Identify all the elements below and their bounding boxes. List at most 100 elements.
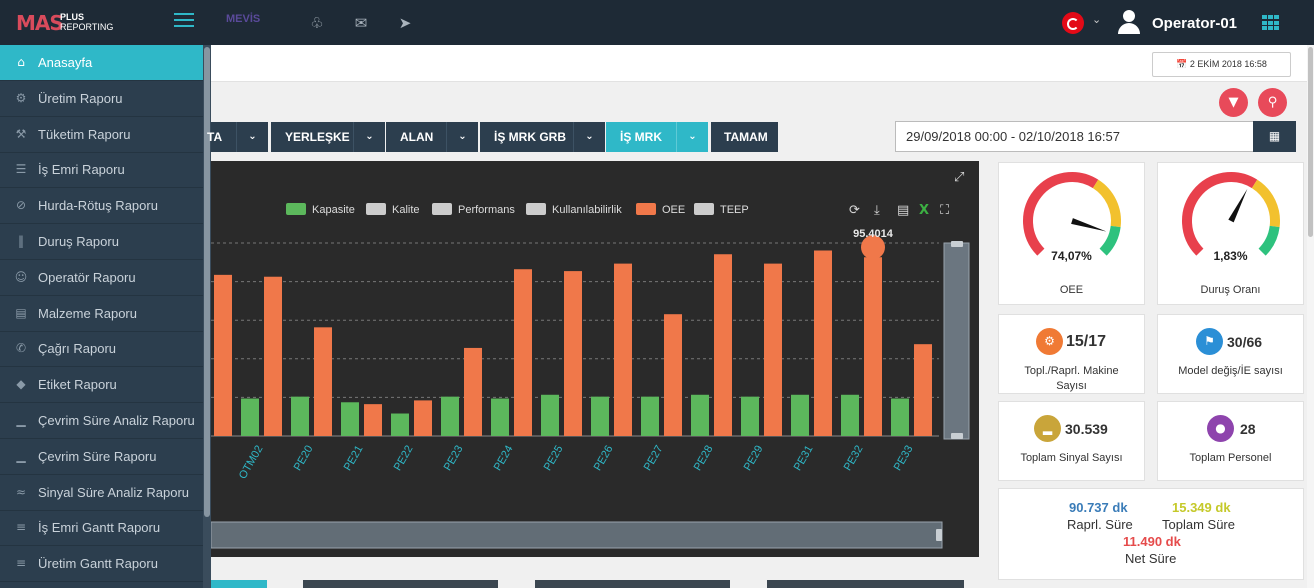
sidebar-item[interactable]: ‖ Duruş Raporu — [0, 224, 203, 260]
chevron-down-icon[interactable]: ⌄ — [446, 122, 478, 152]
list-icon: ☰ — [15, 162, 27, 177]
chevron-down-icon[interactable]: ⌄ — [353, 122, 385, 152]
legend-label: Kalite — [392, 204, 420, 216]
sidebar-item-label: Üretim Gantt Raporu — [38, 556, 158, 572]
thumbs-down-button[interactable]: ▼ — [1219, 88, 1248, 117]
filter-ta[interactable]: TA ⌄ — [207, 122, 268, 152]
sidebar-item-label: Sinyal Süre Analiz Raporu — [38, 484, 190, 500]
bar-oee — [464, 347, 482, 436]
bars-icon: ≡ — [15, 520, 27, 535]
app-logo[interactable]: MAS PLUS REPORTING — [16, 11, 126, 35]
bar-kapasite — [841, 394, 859, 436]
x-tick-label: PE24 — [492, 444, 516, 473]
chevron-down-icon[interactable]: ⌄ — [236, 122, 268, 152]
fullscreen-icon[interactable]: ⛶ — [940, 203, 950, 218]
bottom-tab-2[interactable] — [303, 580, 498, 588]
sidebar-item[interactable]: ⚒ Tüketim Raporu — [0, 117, 203, 153]
download-icon[interactable]: ⤓ — [874, 203, 880, 218]
expand-icon[interactable]: ⤢ — [954, 170, 965, 185]
bar-oee — [814, 250, 832, 436]
language-flag-icon[interactable] — [1062, 12, 1084, 34]
sidebar-item[interactable]: ⌂ Anasayfa — [0, 45, 203, 81]
signal-icon: ▂ — [1034, 415, 1061, 442]
slider-handle-bottom — [951, 433, 963, 439]
username[interactable]: Operator-01 — [1152, 15, 1238, 32]
bar-oee — [314, 327, 332, 436]
gauge-arc — [1023, 172, 1099, 256]
sidebar-item-label: Üretim Raporu — [38, 90, 123, 106]
filter-is-mrk-grb[interactable]: İŞ MRK GRB ⌄ — [480, 122, 605, 152]
gauge-arc — [1099, 225, 1121, 256]
legend-label: TEEP — [720, 204, 749, 216]
excel-icon[interactable]: X — [919, 203, 930, 218]
tooltip-pointer — [865, 253, 881, 266]
bars-icon: ≡ — [15, 556, 27, 571]
sidebar-item[interactable]: ≈ Sinyal Süre Analiz Raporu — [0, 475, 203, 511]
sidebar-item[interactable]: ▤ Malzeme Raporu — [0, 296, 203, 332]
bar-kapasite — [591, 396, 609, 436]
refresh-icon[interactable]: ⟳ — [849, 203, 860, 218]
bottom-tab-4[interactable] — [767, 580, 964, 588]
bar-oee — [214, 274, 232, 436]
apply-button[interactable]: TAMAM — [711, 122, 778, 152]
bar-kapasite — [891, 398, 909, 436]
envelope-icon[interactable]: ✉ — [354, 14, 368, 32]
bar-oee — [364, 404, 382, 436]
sidebar-item-label: Operatör Raporu — [38, 269, 136, 285]
bar-kapasite — [391, 413, 409, 436]
calendar-icon[interactable]: ▦ — [1253, 121, 1296, 152]
chevron-down-icon[interactable]: ⌄ — [1092, 13, 1102, 26]
date-range-input[interactable]: 29/09/2018 00:00 - 02/10/2018 16:57 — [895, 121, 1254, 152]
total-duration-label: Toplam Süre — [1162, 517, 1235, 532]
document-icon[interactable]: ▤ — [897, 203, 910, 218]
top-bar: MAS PLUS REPORTING MEVİS ♧ ✉ ➤ ⌄ Operato… — [0, 0, 1314, 45]
bell-icon[interactable]: ♧ — [310, 14, 324, 32]
gauge-arc — [1251, 179, 1280, 228]
tag-icon: ⚑ — [1196, 328, 1223, 355]
logo-sub-text-plus: PLUS — [60, 12, 85, 22]
sidebar-item[interactable]: ◆ Etiket Raporu — [0, 367, 203, 404]
signals-card: ▂ 30.539 Toplam Sinyal Sayısı — [998, 401, 1145, 481]
x-tick-label: OTM02 — [237, 444, 266, 482]
bar-kapasite — [791, 394, 809, 436]
sidebar-item-label: Çevrim Süre Raporu — [38, 448, 157, 464]
sidebar-item[interactable]: ☺ Operatör Raporu — [0, 260, 203, 296]
gauge-arc — [1092, 179, 1121, 228]
sidebar-item[interactable]: ≡ Üretim Gantt Raporu — [0, 546, 203, 583]
filter-label: ALAN — [400, 130, 434, 144]
sidebar-item-label: İş Emri Gantt Raporu — [38, 520, 161, 536]
signal-icon: ▁ — [16, 448, 26, 463]
sidebar-item[interactable]: ⊘ Hurda-Rötuş Raporu — [0, 188, 203, 225]
sidebar-scrollbar[interactable] — [203, 45, 211, 588]
sidebar-item[interactable]: ✆ Çağrı Raporu — [0, 331, 203, 368]
bar-oee — [414, 400, 432, 436]
sidebar-item[interactable]: ▁ Çevrim Süre Raporu — [0, 439, 203, 475]
gauge-arc — [1182, 172, 1258, 256]
sidebar-item[interactable]: ☰ İş Emri Raporu — [0, 152, 203, 189]
filter-is-mrk[interactable]: İŞ MRK ⌄ — [606, 122, 708, 152]
bar-oee — [664, 314, 682, 436]
filter-yerleske[interactable]: YERLEŞKE ⌄ — [271, 122, 385, 152]
paper-plane-icon[interactable]: ➤ — [398, 14, 412, 32]
filter-alan[interactable]: ALAN ⌄ — [386, 122, 478, 152]
sidebar-item[interactable]: ≡ İş Emri Gantt Raporu — [0, 510, 203, 547]
page-scrollbar[interactable] — [1307, 45, 1314, 588]
user-avatar-icon[interactable] — [1117, 10, 1141, 34]
filter-label: TA — [207, 130, 223, 144]
datetime-text: 2 EKİM 2018 16:58 — [1189, 59, 1267, 69]
sidebar-item[interactable]: ▁ Çevrim Süre Analiz Raporu — [0, 403, 203, 439]
bar-oee — [264, 276, 282, 436]
horizontal-zoom-slider — [211, 521, 943, 549]
downtime-gauge-card: 1,83% Duruş Oranı — [1157, 162, 1304, 305]
sidebar-item[interactable]: ⚙ Üretim Raporu — [0, 81, 203, 117]
chevron-down-icon[interactable]: ⌄ — [573, 122, 605, 152]
menu-toggle-icon[interactable] — [174, 13, 194, 29]
bottom-tab-3[interactable] — [535, 580, 730, 588]
legend-swatch — [366, 203, 386, 215]
apps-grid-icon[interactable] — [1262, 15, 1280, 31]
partner-logo: MEVİS — [226, 13, 261, 25]
bar-oee — [864, 257, 882, 436]
chevron-down-icon[interactable]: ⌄ — [676, 122, 708, 152]
bottom-tab-1[interactable] — [211, 580, 267, 588]
search-button[interactable]: ⚲ — [1258, 88, 1287, 117]
